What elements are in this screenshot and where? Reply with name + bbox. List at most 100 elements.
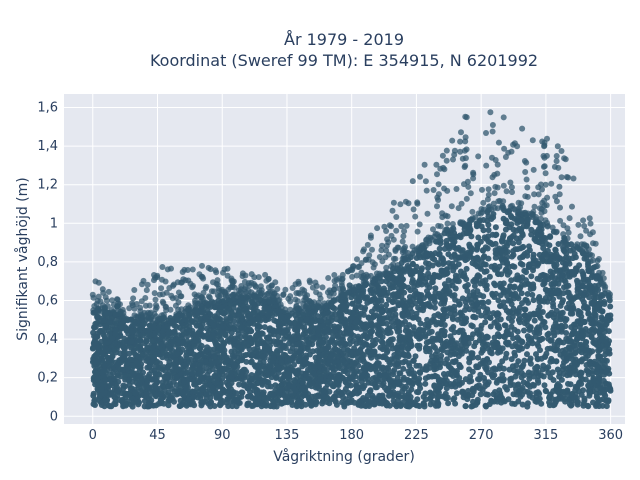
data-point — [495, 270, 501, 277]
data-point — [489, 366, 496, 373]
data-point — [517, 316, 523, 323]
data-point — [449, 316, 456, 322]
data-point — [429, 279, 435, 286]
data-point — [488, 350, 495, 357]
data-point — [461, 273, 468, 280]
data-point — [129, 403, 136, 410]
data-point — [405, 368, 412, 375]
data-point — [527, 324, 534, 331]
data-point — [135, 344, 142, 351]
data-point — [218, 343, 225, 350]
data-point — [127, 316, 134, 323]
data-point — [540, 362, 547, 369]
data-point — [319, 352, 326, 359]
data-point — [399, 344, 406, 351]
data-point — [538, 297, 545, 304]
data-point — [373, 376, 380, 383]
data-point — [400, 313, 407, 319]
data-point — [275, 333, 282, 340]
data-point — [272, 395, 279, 402]
data-point — [485, 227, 492, 234]
data-point — [275, 327, 282, 334]
data-point — [552, 275, 559, 282]
data-point — [299, 379, 306, 386]
data-point — [539, 335, 546, 342]
data-point — [401, 289, 408, 296]
data-point — [203, 325, 210, 332]
data-point — [485, 299, 492, 305]
data-point — [546, 295, 553, 302]
data-point — [383, 301, 390, 308]
data-point — [324, 326, 330, 332]
data-point — [389, 306, 396, 313]
data-point — [251, 395, 258, 402]
data-point — [462, 376, 469, 383]
data-point — [492, 247, 499, 254]
data-point — [326, 357, 332, 364]
data-point — [599, 308, 606, 315]
data-point — [502, 322, 509, 329]
data-point — [171, 398, 177, 405]
data-point — [99, 349, 106, 356]
data-point — [359, 372, 366, 379]
data-point — [120, 350, 127, 356]
data-point — [241, 340, 248, 346]
data-point — [544, 247, 551, 254]
data-point — [236, 381, 243, 388]
data-point — [507, 283, 514, 290]
data-point — [435, 393, 442, 400]
data-point — [538, 400, 545, 407]
data-point — [99, 315, 106, 322]
data-point — [431, 382, 438, 389]
data-point — [505, 396, 512, 403]
data-point — [542, 286, 549, 293]
data-point — [575, 311, 582, 318]
data-point — [550, 346, 557, 353]
data-point — [306, 340, 313, 347]
data-point — [321, 367, 328, 374]
data-point — [571, 359, 578, 366]
data-point — [590, 325, 597, 332]
data-point — [394, 299, 401, 306]
data-point — [105, 348, 112, 354]
data-point — [513, 310, 520, 316]
data-point — [568, 241, 575, 248]
data-point — [488, 398, 495, 405]
data-point — [566, 345, 573, 352]
data-point — [468, 378, 475, 384]
data-point — [308, 364, 314, 371]
data-point — [226, 389, 233, 396]
data-point — [400, 365, 407, 372]
data-point — [277, 376, 284, 383]
data-point — [319, 312, 326, 319]
data-point — [483, 268, 490, 275]
data-point — [368, 329, 374, 336]
data-point — [132, 389, 139, 396]
data-point — [207, 399, 214, 406]
data-point — [432, 351, 439, 358]
data-point — [184, 326, 191, 333]
data-point — [524, 403, 531, 410]
data-point — [522, 312, 528, 319]
data-point — [535, 379, 542, 386]
data-point — [172, 357, 179, 364]
data-point — [386, 325, 393, 332]
data-point — [599, 336, 606, 343]
data-point — [490, 391, 497, 398]
data-point — [153, 378, 160, 385]
data-point — [497, 280, 504, 287]
data-point — [435, 251, 442, 258]
data-point — [416, 345, 423, 352]
data-point — [525, 336, 532, 343]
data-point — [420, 327, 427, 334]
data-point — [562, 389, 569, 396]
data-point — [382, 354, 389, 361]
data-point — [538, 272, 544, 279]
data-point — [591, 310, 598, 317]
data-point — [102, 340, 109, 346]
data-point — [241, 366, 248, 373]
data-point — [492, 240, 499, 247]
data-point — [477, 292, 483, 298]
data-point — [478, 312, 485, 319]
data-point — [183, 352, 190, 359]
